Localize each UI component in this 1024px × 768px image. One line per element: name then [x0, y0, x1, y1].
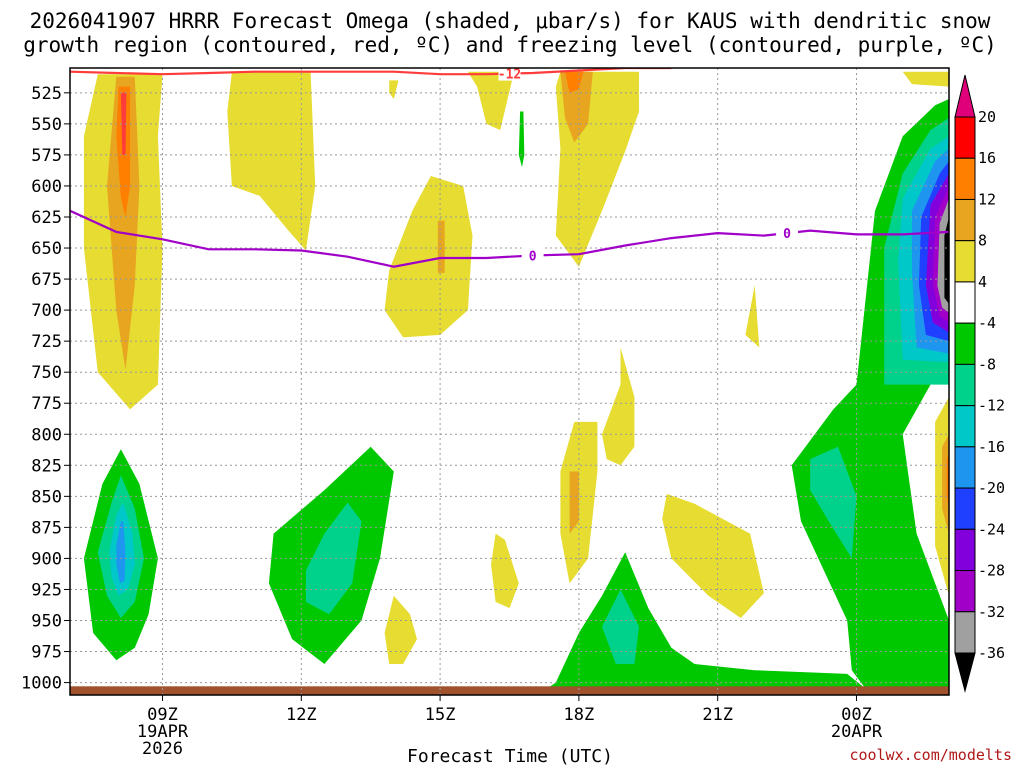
y-tick-label: 925 [31, 580, 62, 600]
x-tick-date: 19APR [137, 722, 189, 742]
y-tick-label: 550 [31, 115, 62, 135]
ground-surface [70, 686, 949, 695]
colorbar-swatch [954, 157, 976, 200]
chart-title-line-1: 2026041907 HRRR Forecast Omega (shaded, … [30, 9, 991, 33]
x-tick-label: 21Z [702, 705, 733, 725]
omega-region--36 [944, 217, 949, 304]
x-tick-date: 20APR [831, 722, 883, 742]
x-tick-year: 2026 [142, 739, 183, 759]
contour-label: -12 [498, 68, 521, 83]
x-tick-label: 15Z [425, 705, 456, 725]
source-credit[interactable]: coolwx.com/modelts [849, 746, 1012, 764]
contour-dendritic-snow-growth [70, 68, 672, 76]
y-tick-label: 625 [31, 208, 62, 228]
colorbar-swatch [954, 405, 976, 448]
colorbar-label: -32 [978, 603, 1005, 621]
omega-region-4 [745, 285, 760, 348]
colorbar-label: -12 [978, 397, 1005, 415]
omega-region-4 [602, 347, 635, 466]
colorbar: 20 16 12 8 4 -4 -8 -12 -16 -20 -24 -28 -32 -36 [954, 74, 1005, 693]
colorbar-label: 4 [978, 273, 987, 291]
omega-region-16 [120, 92, 127, 155]
omega-region-12 [565, 71, 584, 93]
omega-region-8 [437, 220, 445, 273]
colorbar-label: -16 [978, 438, 1005, 456]
omega-region-4 [227, 71, 316, 251]
y-tick-label: 725 [31, 332, 62, 352]
chart-title-line-2: growth region (contoured, red, ºC) and f… [23, 33, 997, 57]
y-tick-label: 875 [31, 518, 62, 538]
colorbar-swatch [954, 281, 976, 324]
omega-region-4 [384, 176, 473, 338]
omega-region-8 [569, 471, 579, 534]
y-tick-label: 750 [31, 363, 62, 383]
colorbar-swatch [954, 611, 976, 654]
omega-region-4 [902, 71, 949, 87]
omega-region--8 [810, 446, 857, 559]
contour-freezing-level [70, 209, 949, 268]
x-tick-label: 12Z [286, 705, 317, 725]
y-tick-label: 950 [31, 612, 62, 632]
omega-region-4 [389, 80, 399, 99]
colorbar-swatch [954, 322, 976, 365]
x-axis-label: Forecast Time (UTC) [407, 746, 613, 767]
y-tick-label: 700 [31, 301, 62, 321]
omega-region--8 [602, 589, 639, 664]
colorbar-swatch [954, 116, 976, 159]
omega-region-8 [560, 71, 593, 143]
omega-region-4 [467, 71, 515, 131]
colorbar-label: -4 [978, 314, 996, 332]
contour-label-bg [521, 247, 544, 263]
omega-region--16 [116, 521, 126, 584]
colorbar-label: -36 [978, 644, 1005, 662]
y-tick-label: 600 [31, 177, 62, 197]
plot-frame [69, 67, 950, 696]
colorbar-label: 8 [978, 232, 987, 250]
omega-region-4 [662, 493, 764, 618]
colorbar-label: -28 [978, 562, 1005, 580]
x-tick-label: 18Z [564, 705, 595, 725]
colorbar-swatch [954, 198, 976, 242]
omega-region-4 [384, 595, 417, 664]
colorbar-swatch [954, 528, 976, 572]
contour-label-bg [776, 225, 799, 241]
colorbar-swatch [954, 487, 976, 530]
y-tick-label: 900 [31, 549, 62, 569]
contour-label: 0 [529, 249, 537, 264]
colorbar-label: 12 [978, 190, 996, 208]
colorbar-bottom-arrow [954, 652, 976, 693]
contour-label-bg [498, 68, 521, 81]
omega-region-8 [107, 76, 140, 370]
y-tick-label: 825 [31, 456, 62, 476]
colorbar-label: 20 [978, 108, 996, 126]
y-tick-label: 575 [31, 146, 62, 166]
colorbar-swatch [954, 363, 976, 407]
y-tick-label: 975 [31, 643, 62, 663]
plot-area: -12 0 0 525 550 575 600 625 650 675 700 725 750 775 80… [21, 67, 950, 759]
omega-region--8 [305, 502, 362, 615]
colorbar-top-arrow [954, 74, 976, 118]
colorbar-swatch [954, 240, 976, 283]
omega-region--4 [518, 111, 525, 168]
y-tick-label: 650 [31, 239, 62, 259]
y-tick-label: 800 [31, 425, 62, 445]
contour-label: 0 [783, 227, 791, 242]
colorbar-swatch [954, 446, 976, 489]
colorbar-label: 16 [978, 149, 996, 167]
y-tick-label: 1000 [21, 674, 62, 694]
y-tick-label: 775 [31, 394, 62, 414]
colorbar-label: -20 [978, 479, 1005, 497]
x-tick-label: 09Z [147, 705, 178, 725]
x-tick-label: 00Z [841, 705, 872, 725]
colorbar-label: -8 [978, 355, 996, 373]
y-tick-label: 850 [31, 487, 62, 507]
y-tick-label: 675 [31, 270, 62, 290]
colorbar-label: -24 [978, 520, 1005, 538]
y-tick-label: 525 [31, 84, 62, 104]
colorbar-swatch [954, 570, 976, 613]
